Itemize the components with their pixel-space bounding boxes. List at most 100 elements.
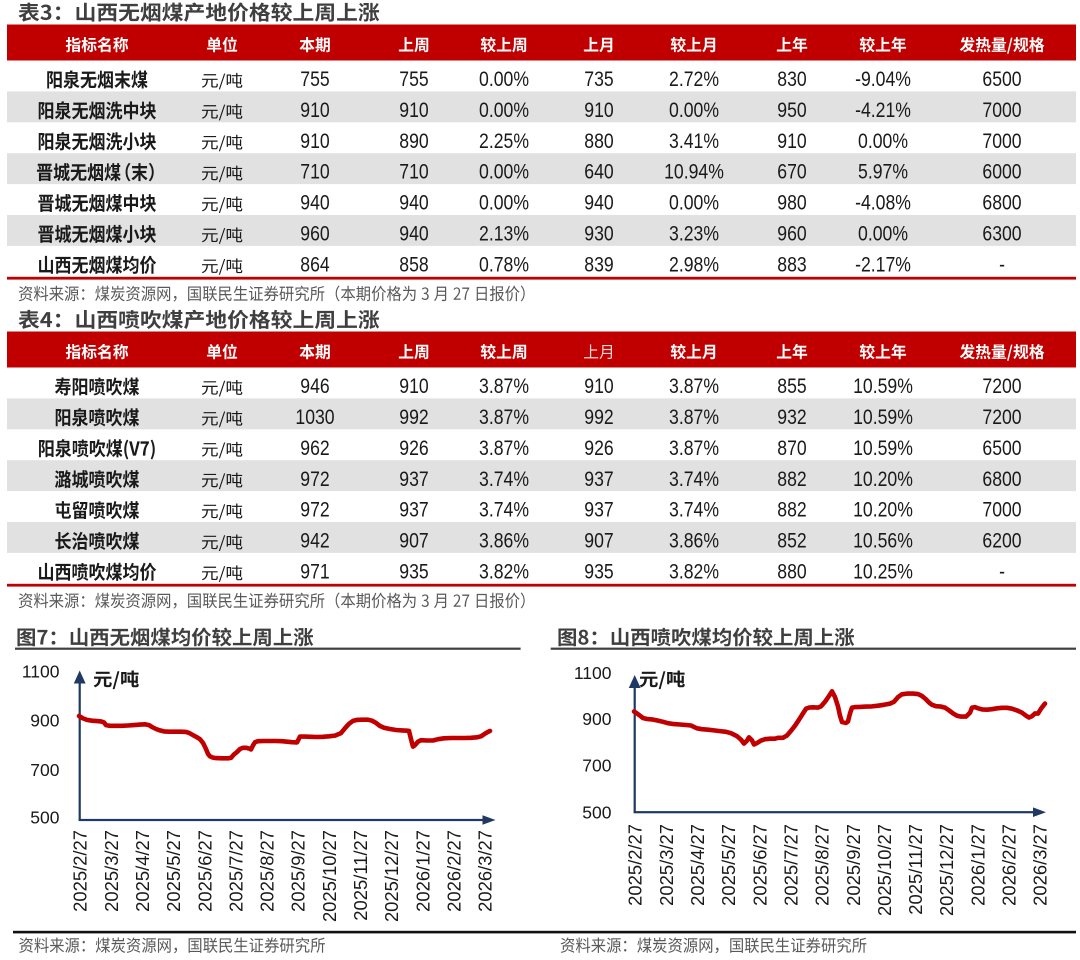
svg-text:0.00%: 0.00% xyxy=(858,222,908,246)
svg-text:1100: 1100 xyxy=(574,663,612,683)
svg-text:7200: 7200 xyxy=(982,375,1021,399)
svg-text:935: 935 xyxy=(584,560,613,584)
svg-text:2025/5/27: 2025/5/27 xyxy=(718,824,739,906)
svg-text:830: 830 xyxy=(777,68,807,92)
svg-text:2025/11/27: 2025/11/27 xyxy=(905,824,926,915)
svg-text:992: 992 xyxy=(584,405,613,429)
svg-text:2025/7/27: 2025/7/27 xyxy=(225,830,246,912)
svg-text:6800: 6800 xyxy=(982,191,1021,215)
svg-text:2025/9/27: 2025/9/27 xyxy=(843,824,864,906)
svg-text:3.74%: 3.74% xyxy=(479,498,529,522)
svg-text:500: 500 xyxy=(30,807,59,827)
svg-text:3.74%: 3.74% xyxy=(669,467,719,491)
svg-text:5.97%: 5.97% xyxy=(858,160,908,184)
svg-text:864: 864 xyxy=(300,253,330,277)
svg-text:700: 700 xyxy=(30,760,59,780)
svg-text:858: 858 xyxy=(399,253,428,277)
svg-text:910: 910 xyxy=(399,99,429,123)
svg-text:6500: 6500 xyxy=(982,436,1021,460)
svg-text:500: 500 xyxy=(582,803,611,823)
svg-text:10.94%: 10.94% xyxy=(664,160,724,184)
svg-text:910: 910 xyxy=(300,129,330,153)
svg-text:3.41%: 3.41% xyxy=(669,129,719,153)
svg-text:2025/12/27: 2025/12/27 xyxy=(936,824,957,916)
svg-text:2026/1/27: 2026/1/27 xyxy=(412,830,433,912)
svg-text:2025/5/27: 2025/5/27 xyxy=(163,830,184,912)
svg-text:0.00%: 0.00% xyxy=(479,68,529,92)
svg-text:972: 972 xyxy=(300,498,329,522)
svg-text:710: 710 xyxy=(300,160,330,184)
svg-text:3.74%: 3.74% xyxy=(479,467,529,491)
svg-text:992: 992 xyxy=(399,405,428,429)
svg-text:10.20%: 10.20% xyxy=(853,498,913,522)
svg-text:2026/3/27: 2026/3/27 xyxy=(1030,824,1051,906)
svg-text:640: 640 xyxy=(584,160,614,184)
svg-text:2025/8/27: 2025/8/27 xyxy=(257,830,278,912)
svg-text:910: 910 xyxy=(584,375,614,399)
svg-text:10.25%: 10.25% xyxy=(853,560,913,584)
svg-text:10.56%: 10.56% xyxy=(853,529,913,553)
svg-text:3.87%: 3.87% xyxy=(669,405,719,429)
svg-text:855: 855 xyxy=(777,375,806,399)
svg-text:910: 910 xyxy=(399,375,429,399)
svg-text:926: 926 xyxy=(399,436,428,460)
svg-text:6500: 6500 xyxy=(982,68,1021,92)
svg-text:2025/3/27: 2025/3/27 xyxy=(656,824,677,906)
svg-text:940: 940 xyxy=(399,191,429,215)
svg-text:890: 890 xyxy=(399,129,429,153)
svg-text:942: 942 xyxy=(300,529,329,553)
svg-text:2026/1/27: 2026/1/27 xyxy=(967,824,988,906)
svg-text:10.59%: 10.59% xyxy=(853,436,913,460)
svg-text:0.00%: 0.00% xyxy=(669,191,719,215)
svg-text:3.82%: 3.82% xyxy=(669,560,719,584)
svg-text:2025/2/27: 2025/2/27 xyxy=(625,824,646,906)
svg-text:3.86%: 3.86% xyxy=(479,529,529,553)
svg-text:10.59%: 10.59% xyxy=(853,375,913,399)
svg-text:2025/10/27: 2025/10/27 xyxy=(874,824,895,916)
svg-text:2025/10/27: 2025/10/27 xyxy=(319,830,340,922)
svg-text:2025/8/27: 2025/8/27 xyxy=(812,824,833,906)
svg-text:2.25%: 2.25% xyxy=(479,129,529,153)
svg-text:735: 735 xyxy=(584,68,613,92)
svg-text:940: 940 xyxy=(399,222,429,246)
svg-text:900: 900 xyxy=(582,709,611,729)
svg-text:0.00%: 0.00% xyxy=(479,191,529,215)
svg-text:910: 910 xyxy=(584,99,614,123)
svg-text:3.87%: 3.87% xyxy=(479,436,529,460)
svg-text:3.87%: 3.87% xyxy=(669,436,719,460)
svg-text:870: 870 xyxy=(777,436,807,460)
svg-text:0.78%: 0.78% xyxy=(479,253,529,277)
svg-text:2.13%: 2.13% xyxy=(479,222,529,246)
svg-text:2025/9/27: 2025/9/27 xyxy=(288,830,309,912)
svg-text:937: 937 xyxy=(399,467,428,491)
svg-text:3.74%: 3.74% xyxy=(669,498,719,522)
svg-text:7000: 7000 xyxy=(982,129,1021,153)
svg-text:10.59%: 10.59% xyxy=(853,405,913,429)
svg-text:0.00%: 0.00% xyxy=(479,99,529,123)
svg-text:7000: 7000 xyxy=(982,498,1021,522)
svg-text:2025/2/27: 2025/2/27 xyxy=(70,830,91,912)
svg-text:1100: 1100 xyxy=(22,662,60,682)
svg-text:937: 937 xyxy=(584,498,613,522)
svg-text:3.23%: 3.23% xyxy=(669,222,719,246)
svg-text:2025/6/27: 2025/6/27 xyxy=(749,824,770,906)
svg-text:-2.17%: -2.17% xyxy=(855,253,911,277)
svg-text:700: 700 xyxy=(582,755,611,775)
svg-text:962: 962 xyxy=(300,436,329,460)
svg-text:6300: 6300 xyxy=(982,222,1021,246)
svg-text:935: 935 xyxy=(399,560,428,584)
svg-text:2025/4/27: 2025/4/27 xyxy=(687,824,708,906)
svg-text:755: 755 xyxy=(399,68,428,92)
svg-text:670: 670 xyxy=(777,160,807,184)
svg-text:6800: 6800 xyxy=(982,467,1021,491)
svg-text:7200: 7200 xyxy=(982,405,1021,429)
svg-text:2025/11/27: 2025/11/27 xyxy=(350,830,371,921)
svg-text:6000: 6000 xyxy=(982,160,1021,184)
svg-text:6200: 6200 xyxy=(982,529,1021,553)
svg-text:-: - xyxy=(999,560,1005,584)
svg-text:880: 880 xyxy=(584,129,614,153)
svg-text:2025/3/27: 2025/3/27 xyxy=(101,830,122,912)
svg-text:882: 882 xyxy=(777,467,806,491)
svg-text:907: 907 xyxy=(399,529,428,553)
svg-text:880: 880 xyxy=(777,560,807,584)
